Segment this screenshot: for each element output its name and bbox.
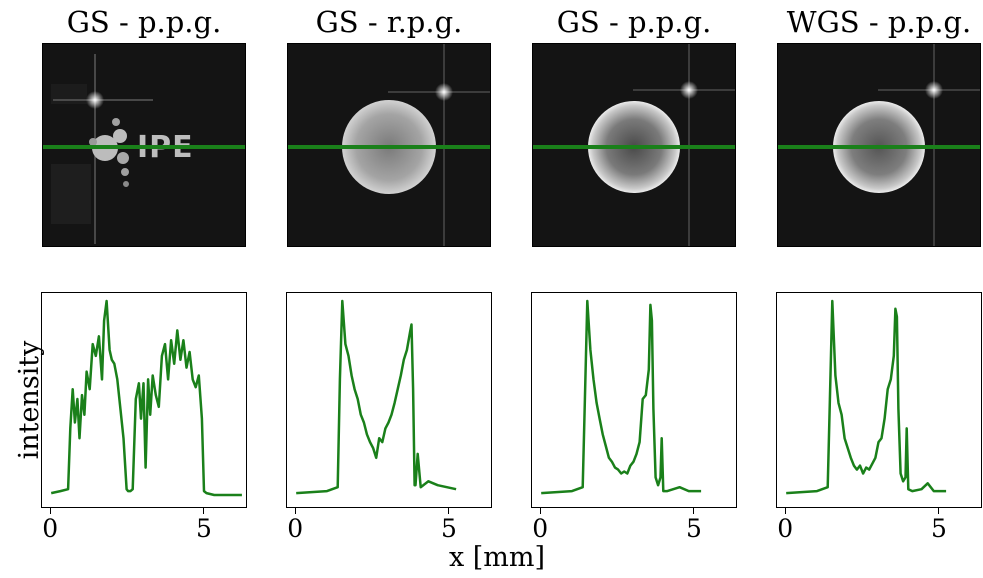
- profile-svg-3: [541, 299, 702, 495]
- camera-image-2: [287, 43, 491, 247]
- profile-line-1: [50, 299, 242, 497]
- x-tick-mark: [539, 507, 541, 514]
- profile-line-2: [296, 299, 457, 495]
- panel-title-3: GS - p.p.g.: [556, 5, 712, 39]
- profile-plot-2: [286, 292, 492, 508]
- panel-title-1: GS - p.p.g.: [66, 5, 222, 39]
- x-tick-label: 5: [441, 514, 457, 543]
- camera-image-4: [777, 43, 981, 247]
- profile-plot-1: [41, 292, 247, 508]
- profile-svg-1: [50, 299, 242, 497]
- cut-line-3: [533, 145, 735, 149]
- x-tick-mark: [294, 507, 296, 514]
- x-tick-label: 0: [287, 514, 304, 543]
- x-tick-mark: [448, 507, 450, 514]
- panel-title-4: WGS - p.p.g.: [786, 5, 972, 39]
- x-tick-label: 5: [196, 514, 212, 543]
- x-tick-label: 0: [42, 514, 59, 543]
- profile-line-3: [541, 299, 702, 495]
- cut-line-2: [288, 145, 490, 149]
- x-tick-label: 5: [686, 514, 702, 543]
- x-tick-label: 0: [777, 514, 794, 543]
- profile-plot-4: [776, 292, 982, 508]
- x-axis-label: x [mm]: [448, 542, 546, 573]
- profile-svg-2: [296, 299, 457, 495]
- cut-line-1: [43, 145, 245, 149]
- x-tick-label: 0: [532, 514, 549, 543]
- x-tick-label: 5: [931, 514, 947, 543]
- profile-svg-4: [786, 299, 947, 495]
- x-tick-mark: [49, 507, 51, 514]
- profile-plot-3: [531, 292, 737, 508]
- x-tick-mark: [784, 507, 786, 514]
- profile-line-4: [786, 299, 947, 495]
- camera-image-1: IPE: [42, 43, 246, 247]
- y-axis-label: intensity: [14, 340, 45, 460]
- cut-line-4: [778, 145, 980, 149]
- camera-image-3: [532, 43, 736, 247]
- x-tick-mark: [203, 507, 205, 514]
- panel-title-2: GS - r.p.g.: [315, 5, 463, 39]
- x-tick-mark: [693, 507, 695, 514]
- x-tick-mark: [938, 507, 940, 514]
